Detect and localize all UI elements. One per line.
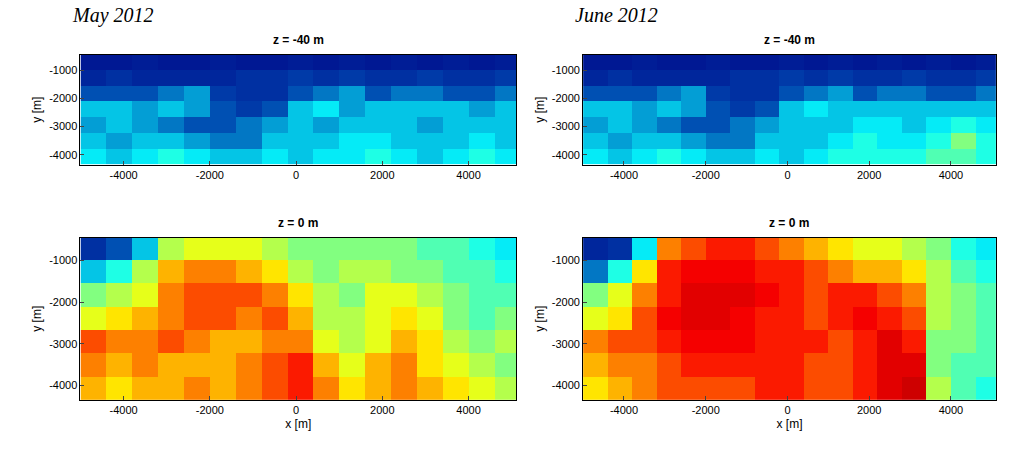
svg-text:-4000: -4000	[610, 404, 638, 416]
svg-text:2000: 2000	[370, 404, 394, 416]
svg-text:-4000: -4000	[552, 379, 580, 391]
svg-text:-4000: -4000	[110, 404, 138, 416]
svg-text:June 2012: June 2012	[575, 4, 658, 26]
svg-text:-4000: -4000	[49, 379, 77, 391]
svg-text:4000: 4000	[456, 169, 480, 181]
svg-text:z = -40 m: z = -40 m	[764, 33, 815, 47]
svg-text:-3000: -3000	[552, 120, 580, 132]
svg-text:-4000: -4000	[610, 169, 638, 181]
svg-text:z = 0 m: z = 0 m	[278, 216, 318, 230]
svg-text:-2000: -2000	[552, 296, 580, 308]
svg-text:x [m]: x [m]	[285, 417, 311, 431]
svg-text:-2000: -2000	[49, 92, 77, 104]
svg-text:0: 0	[293, 169, 299, 181]
svg-text:-2000: -2000	[692, 169, 720, 181]
svg-text:4000: 4000	[939, 404, 963, 416]
svg-text:2000: 2000	[857, 169, 881, 181]
svg-text:-2000: -2000	[196, 169, 224, 181]
svg-text:-1000: -1000	[49, 254, 77, 266]
svg-text:2000: 2000	[370, 169, 394, 181]
svg-text:-2000: -2000	[552, 92, 580, 104]
svg-text:-2000: -2000	[49, 296, 77, 308]
svg-text:4000: 4000	[456, 404, 480, 416]
svg-text:y [m]: y [m]	[533, 306, 547, 332]
svg-text:-1000: -1000	[552, 254, 580, 266]
svg-text:y [m]: y [m]	[533, 97, 547, 123]
svg-text:-1000: -1000	[49, 64, 77, 76]
svg-text:-4000: -4000	[49, 149, 77, 161]
svg-text:x [m]: x [m]	[776, 417, 802, 431]
svg-text:-2000: -2000	[196, 404, 224, 416]
svg-text:-2000: -2000	[692, 404, 720, 416]
svg-text:z = 0 m: z = 0 m	[769, 216, 809, 230]
svg-text:0: 0	[784, 404, 790, 416]
svg-text:-4000: -4000	[552, 149, 580, 161]
svg-text:2000: 2000	[857, 404, 881, 416]
svg-text:z = -40 m: z = -40 m	[273, 33, 324, 47]
svg-text:-3000: -3000	[49, 120, 77, 132]
svg-text:y [m]: y [m]	[30, 97, 44, 123]
svg-text:-4000: -4000	[110, 169, 138, 181]
svg-text:May 2012: May 2012	[72, 4, 154, 27]
svg-text:0: 0	[784, 169, 790, 181]
svg-text:-3000: -3000	[552, 338, 580, 350]
svg-text:y [m]: y [m]	[30, 306, 44, 332]
svg-text:4000: 4000	[939, 169, 963, 181]
svg-text:0: 0	[293, 404, 299, 416]
svg-text:-1000: -1000	[552, 64, 580, 76]
svg-text:-3000: -3000	[49, 338, 77, 350]
